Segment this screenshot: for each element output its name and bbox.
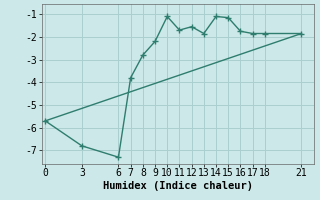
X-axis label: Humidex (Indice chaleur): Humidex (Indice chaleur) — [103, 181, 252, 191]
